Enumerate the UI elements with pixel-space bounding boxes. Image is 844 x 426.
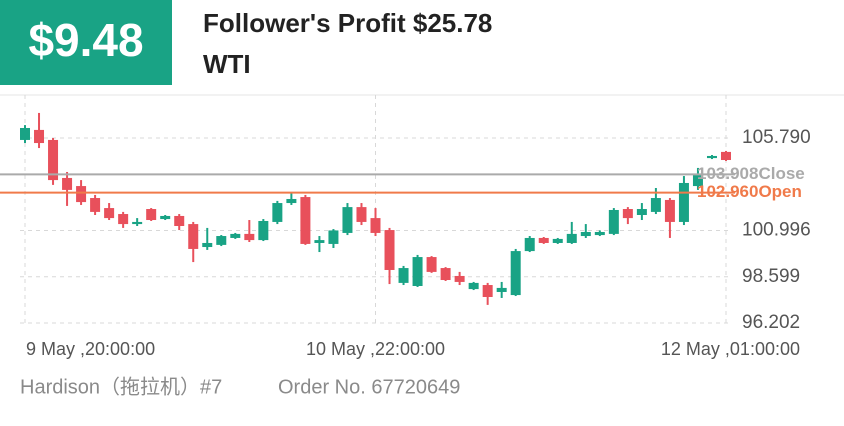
- reference-label: 103.908Close: [697, 164, 805, 183]
- candle-body: [118, 214, 129, 225]
- candle-body: [230, 233, 241, 238]
- candle-body: [482, 285, 493, 297]
- candle-body: [62, 177, 73, 190]
- candle-body: [496, 287, 507, 292]
- candle-body: [286, 198, 297, 204]
- candle-body: [622, 209, 633, 219]
- y-tick-label: 98.599: [742, 266, 800, 287]
- candle-body: [20, 127, 30, 140]
- candle-body: [300, 197, 311, 244]
- candle-body: [384, 230, 395, 270]
- candle-body: [678, 182, 689, 222]
- candle-body: [76, 186, 87, 203]
- candle-body: [608, 209, 619, 234]
- trader-name: Hardison（拖拉机）#7: [20, 375, 222, 398]
- candle-body: [314, 240, 325, 243]
- candle-body: [104, 208, 115, 219]
- candle-body: [34, 129, 45, 144]
- candle-body: [356, 207, 367, 222]
- candle-body: [650, 198, 661, 212]
- profit-badge-bg: [0, 0, 172, 85]
- candle-body: [440, 268, 451, 281]
- y-tick-label: 105.790: [742, 127, 811, 148]
- candle-body: [692, 174, 703, 187]
- candle-body: [328, 230, 339, 244]
- reference-label: 102.960Open: [697, 182, 802, 201]
- candle-body: [412, 257, 423, 286]
- candle-body: [202, 242, 213, 248]
- candle-body: [552, 238, 563, 243]
- candle-body: [216, 236, 227, 245]
- candle-body: [426, 257, 437, 272]
- candle-body: [370, 218, 381, 233]
- candle-body: [510, 251, 521, 296]
- candle-body: [636, 209, 647, 215]
- candle-body: [566, 233, 577, 243]
- candle-body: [594, 231, 605, 236]
- candle-body: [706, 155, 717, 159]
- x-tick-label: 9 May ,20:00:00: [26, 339, 155, 359]
- candle-body: [721, 151, 731, 161]
- candle-body: [174, 215, 185, 226]
- chart: 105.790 100.996 98.599 96.202 9 May ,20:00:0…: [0, 95, 811, 359]
- y-tick-label: 100.996: [742, 220, 811, 241]
- candle-body: [90, 198, 101, 212]
- candle-body: [244, 233, 255, 241]
- candle-body: [524, 237, 535, 252]
- candle-body: [132, 221, 143, 225]
- candle-body: [146, 209, 157, 221]
- x-tick-label: 10 May ,22:00:00: [306, 339, 445, 359]
- candle-body: [48, 139, 59, 181]
- x-tick-label: 12 May ,01:00:00: [661, 339, 800, 359]
- candle-body: [160, 215, 171, 220]
- candle-body: [454, 275, 465, 282]
- candle-body: [538, 237, 549, 243]
- candle-body: [398, 268, 409, 283]
- candle-body: [272, 203, 283, 222]
- candle-body: [188, 224, 199, 249]
- candle-body: [342, 207, 353, 233]
- order-number: Order No. 67720649: [278, 376, 460, 398]
- title: Follower's Profit $25.78: [203, 8, 492, 38]
- profit-badge: $9.48: [28, 14, 143, 66]
- candle-body: [468, 282, 479, 290]
- candle-body: [664, 199, 675, 222]
- candle-body: [580, 231, 591, 237]
- candle-body: [258, 220, 269, 241]
- y-tick-label: 96.202: [742, 312, 800, 333]
- symbol: WTI: [203, 49, 251, 79]
